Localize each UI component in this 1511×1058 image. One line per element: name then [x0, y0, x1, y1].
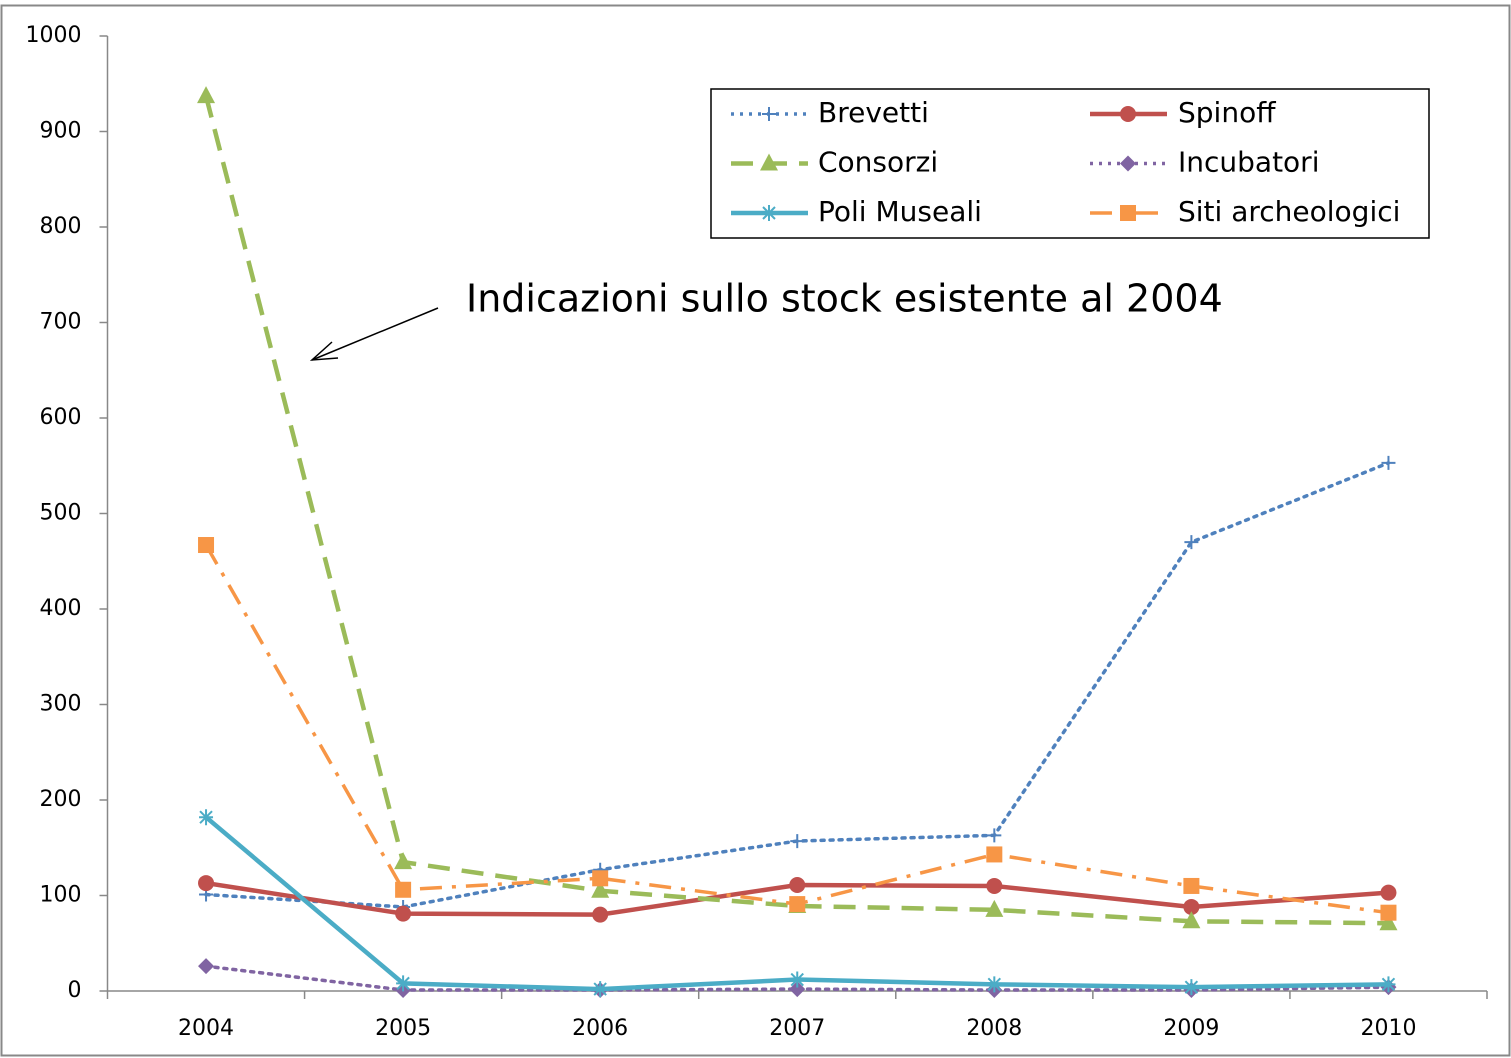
y-tick-label: 700 — [40, 310, 82, 335]
data-point — [1182, 911, 1201, 929]
legend-label: Consorzi — [818, 146, 938, 179]
data-point — [986, 877, 1003, 894]
data-point — [592, 906, 609, 923]
y-tick-label: 400 — [40, 596, 82, 621]
legend-label: Spinoff — [1178, 96, 1276, 129]
data-point — [1184, 535, 1199, 550]
legend-label: Siti archeologici — [1178, 195, 1400, 228]
data-point — [1183, 898, 1200, 915]
legend-marker — [762, 205, 776, 221]
legend-marker — [1120, 155, 1136, 172]
y-tick-label: 200 — [40, 787, 82, 812]
y-tick-label: 600 — [40, 405, 82, 430]
y-tick-label: 0 — [68, 978, 82, 1003]
data-point — [395, 881, 412, 898]
data-point — [592, 870, 609, 887]
y-tick-label: 500 — [40, 501, 82, 526]
data-point — [396, 975, 411, 992]
data-point — [987, 828, 1002, 843]
data-point — [985, 899, 1004, 917]
data-point — [789, 896, 806, 913]
data-point — [1380, 884, 1397, 901]
data-point — [197, 86, 216, 104]
data-point — [1380, 904, 1397, 921]
data-point — [790, 834, 805, 849]
data-point — [199, 809, 214, 826]
data-point — [198, 958, 215, 975]
data-point — [789, 876, 806, 893]
x-tick-label: 2007 — [769, 1016, 825, 1041]
y-tick-label: 300 — [40, 692, 82, 717]
legend-label: Brevetti — [818, 96, 929, 129]
data-point — [395, 905, 412, 922]
legend-label: Incubatori — [1178, 146, 1319, 179]
x-tick-label: 2004 — [178, 1016, 234, 1041]
legend-label: Poli Museali — [818, 195, 982, 228]
data-point — [1184, 979, 1199, 996]
data-point — [789, 981, 806, 998]
data-point — [1381, 976, 1396, 993]
data-point — [394, 852, 413, 870]
data-point — [1379, 913, 1398, 931]
legend — [710, 88, 1430, 239]
y-tick-label: 900 — [40, 119, 82, 144]
legend-marker — [1120, 205, 1136, 221]
data-point — [1381, 455, 1396, 470]
data-point — [198, 537, 215, 554]
annotation: Indicazioni sullo stock esistente al 200… — [466, 277, 1223, 321]
y-tick-label: 100 — [40, 883, 82, 908]
x-tick-label: 2005 — [375, 1016, 431, 1041]
x-tick-label: 2006 — [572, 1016, 628, 1041]
data-point — [986, 846, 1003, 863]
arrow-head — [309, 341, 339, 361]
y-tick-label: 1000 — [26, 23, 82, 48]
data-point — [1183, 877, 1200, 894]
annotation-arrow — [311, 307, 439, 361]
y-tick-label: 800 — [40, 214, 82, 239]
data-point — [591, 880, 610, 898]
data-point — [790, 971, 805, 988]
data-point — [198, 875, 215, 892]
data-point — [593, 981, 608, 998]
legend-marker — [762, 107, 776, 121]
x-tick-label: 2008 — [966, 1016, 1022, 1041]
data-point — [987, 976, 1002, 993]
legend-marker — [760, 153, 778, 171]
legend-marker — [1120, 106, 1136, 122]
x-tick-label: 2010 — [1360, 1016, 1416, 1041]
x-tick-label: 2009 — [1163, 1016, 1219, 1041]
